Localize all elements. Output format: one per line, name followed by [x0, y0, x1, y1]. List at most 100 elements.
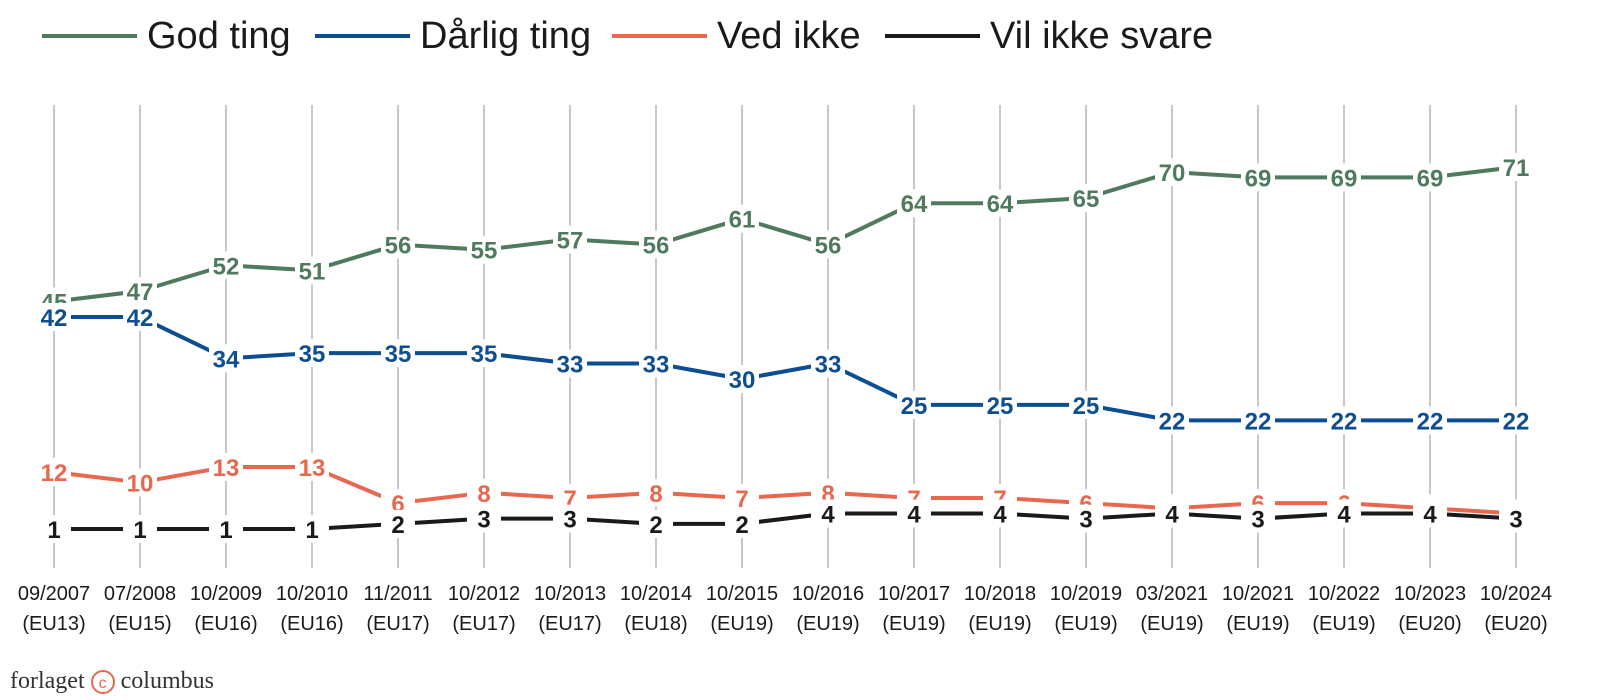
- data-label: 51: [299, 258, 326, 285]
- data-label: 56: [385, 233, 412, 260]
- x-tick-label-date: 10/2009: [190, 583, 262, 605]
- data-label: 4: [907, 501, 921, 528]
- data-label: 22: [1331, 408, 1358, 435]
- x-tick-label-date: 10/2014: [620, 583, 692, 605]
- data-label: 13: [213, 455, 240, 482]
- data-label-background: [37, 515, 71, 543]
- publisher-name-left: forlaget: [10, 668, 85, 694]
- legend-label: God ting: [147, 15, 291, 57]
- x-tick-label-date: 10/2010: [276, 583, 348, 605]
- data-label: 57: [557, 227, 584, 254]
- data-label: 4: [1337, 501, 1351, 528]
- data-label: 33: [815, 352, 842, 379]
- data-label: 70: [1159, 160, 1186, 187]
- data-label-background: [209, 344, 243, 373]
- x-tick-label-date: 10/2019: [1050, 583, 1122, 605]
- data-label: 56: [643, 233, 670, 260]
- data-label: 1: [47, 517, 60, 544]
- data-label: 13: [299, 455, 326, 482]
- series-line: [52, 511, 1518, 531]
- data-label-background: [467, 339, 501, 368]
- data-label-background: [1499, 406, 1533, 435]
- data-label-background: [983, 499, 1017, 528]
- data-label-background: [381, 509, 415, 538]
- data-label-background: [983, 390, 1017, 419]
- data-label-background: [1155, 158, 1189, 187]
- data-label-background: [295, 515, 329, 543]
- data-label-background: [467, 478, 501, 507]
- x-tick-label-group: (EU16): [194, 613, 257, 635]
- data-label: 35: [471, 341, 498, 368]
- x-tick-label-date: 10/2023: [1394, 583, 1466, 605]
- data-label: 25: [901, 393, 928, 420]
- data-label-background: [553, 349, 587, 378]
- data-label-background: [295, 339, 329, 368]
- publisher-name-right: columbus: [120, 668, 214, 694]
- data-label: 3: [477, 507, 490, 534]
- data-label: 3: [563, 507, 576, 534]
- data-label: 3: [1079, 507, 1092, 534]
- series-line: [52, 165, 1518, 304]
- data-label-background: [553, 225, 587, 254]
- data-label-background: [1327, 163, 1361, 192]
- data-label-background: [123, 302, 157, 331]
- data-label-background: [1069, 504, 1103, 533]
- data-label: 3: [1251, 507, 1264, 534]
- data-label: 2: [735, 512, 748, 539]
- data-label-background: [1413, 406, 1447, 435]
- series-line: [52, 464, 1518, 516]
- data-label: 56: [815, 233, 842, 260]
- x-tick-label-date: 03/2021: [1136, 583, 1208, 605]
- data-label: 35: [385, 341, 412, 368]
- x-tick-label-date: 09/2007: [18, 583, 90, 605]
- legend-label: Vil ikke svare: [990, 15, 1213, 57]
- data-label: 55: [471, 238, 498, 265]
- data-label-background: [1155, 499, 1189, 528]
- legend-label: Dårlig ting: [420, 15, 591, 57]
- x-axis-tick-labels: 09/2007 (EU13) 07/2008 (EU15) 10/2009 (EU16) 1…: [18, 583, 1552, 635]
- data-label: 64: [987, 191, 1014, 218]
- data-label-background: [467, 504, 501, 533]
- x-tick-label-date: 10/2021: [1222, 583, 1294, 605]
- data-label: 8: [649, 481, 662, 508]
- data-label-background: [1155, 406, 1189, 435]
- x-tick-label-group: (EU19): [882, 613, 945, 635]
- data-label-background: [37, 302, 71, 331]
- x-tick-label-group: (EU17): [366, 613, 429, 635]
- x-tick-label-date: 10/2022: [1308, 583, 1380, 605]
- data-label-background: [639, 349, 673, 378]
- data-label: 1: [133, 517, 146, 544]
- data-label-background: [1069, 390, 1103, 419]
- data-label: 22: [1417, 408, 1444, 435]
- data-label: 7: [735, 486, 748, 513]
- x-tick-label-group: (EU17): [452, 613, 515, 635]
- data-label: 1: [305, 517, 318, 544]
- data-label: 71: [1503, 155, 1530, 182]
- data-label-background: [381, 230, 415, 259]
- data-label-background: [295, 452, 329, 481]
- data-label-background: [553, 504, 587, 533]
- data-label: 33: [557, 352, 584, 379]
- x-tick-label-group: (EU19): [1226, 613, 1289, 635]
- data-label: 61: [729, 207, 756, 234]
- x-tick-label-group: (EU20): [1398, 613, 1461, 635]
- data-label: 12: [41, 460, 68, 487]
- data-label: 4: [1423, 501, 1437, 528]
- gridlines: [53, 105, 1517, 568]
- data-label: 69: [1417, 165, 1444, 192]
- data-label: 25: [1073, 393, 1100, 420]
- legend-label: Ved ikke: [717, 15, 861, 57]
- data-label-background: [811, 349, 845, 378]
- data-label-background: [123, 277, 157, 306]
- x-tick-label-date: 10/2012: [448, 583, 520, 605]
- x-tick-label-group: (EU20): [1484, 613, 1547, 635]
- data-label-background: [639, 230, 673, 259]
- data-label: 2: [391, 512, 404, 539]
- data-label-background: [725, 483, 759, 512]
- data-label-background: [123, 515, 157, 543]
- legend: God ting Dårlig ting Ved ikke Vil ikke svar…: [42, 15, 1213, 57]
- data-label: 30: [729, 367, 756, 394]
- data-label-background: [639, 509, 673, 538]
